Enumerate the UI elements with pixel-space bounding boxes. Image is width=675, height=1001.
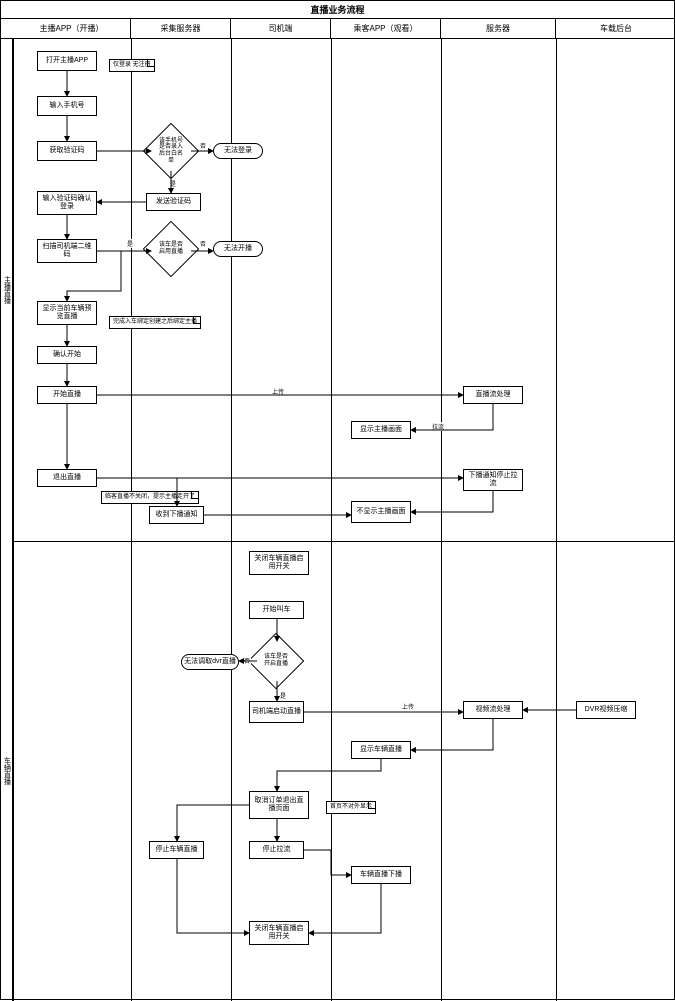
process-n7: 显示当前车辆预览直播 — [37, 301, 97, 325]
process-p3: 无法调取dvr直播 — [181, 654, 239, 670]
decision-label: 该车是否启用直播 — [151, 229, 191, 269]
annotation-note1: 仅登录 无注册 — [109, 59, 155, 72]
lane-divider — [131, 39, 132, 1001]
side-annotation: 二维码绑定车辆编号 — [0, 231, 1, 294]
process-p1: 无法登录 — [213, 143, 263, 159]
decision-d1: 该手机号是否录入后台白名单 — [151, 131, 191, 171]
decision-d3: 该车是否开启直播 — [256, 641, 296, 681]
lane-header-lane1: 采集服务器 — [131, 19, 231, 38]
annotation-note3: 临客直播不关闭，提示主播走开了 — [101, 491, 199, 504]
process-n12: 退出直播 — [37, 469, 97, 487]
decision-label: 该手机号是否录入后台白名单 — [151, 131, 191, 171]
edge-label-el8: 是 — [279, 691, 287, 700]
lane-header-lane3: 乘客APP（观看） — [331, 19, 441, 38]
process-n2: 输入手机号 — [37, 96, 97, 116]
process-n26: 关闭车辆直播启用开关 — [249, 921, 309, 945]
process-n17: 开始叫车 — [249, 601, 304, 619]
process-n3: 获取验证码 — [37, 141, 97, 161]
process-n24: 停止拉流 — [249, 841, 304, 859]
process-n13: 下播通知停止拉流 — [463, 469, 523, 491]
process-n9: 开始直播 — [37, 386, 97, 404]
lane-divider — [231, 39, 232, 1001]
lane-header-lane0: 主播APP（开播） — [13, 19, 131, 38]
process-n11: 显示主播画面 — [351, 421, 411, 439]
annotation-note2: 完成入车绑定创建之后绑定主播 — [109, 316, 201, 329]
lane-divider — [441, 39, 442, 1001]
lane-header-lane2: 司机端 — [231, 19, 331, 38]
process-p2: 无法开播 — [213, 241, 263, 257]
edge-label-el4: 是 — [126, 239, 134, 248]
diagram-title: 直播业务流程 — [1, 1, 674, 19]
annotation-note4: 首页不对外显示 — [326, 801, 376, 814]
process-n16: 关闭车辆直播启用开关 — [249, 551, 309, 575]
lane-divider — [556, 39, 557, 1001]
phase-1-column: 主播直播 — [1, 39, 13, 541]
process-n5: 输入验证码确认登录 — [37, 191, 97, 215]
phase-2-label: 车辆直播 — [2, 757, 12, 785]
process-n6: 扫描司机端二维码 — [37, 239, 97, 263]
process-n4: 发送验证码 — [146, 193, 201, 211]
decision-d2: 该车是否启用直播 — [151, 229, 191, 269]
process-n8: 确认开始 — [37, 346, 97, 364]
edge-label-el9: 上传 — [401, 702, 415, 711]
process-n14: 收到下播通知 — [149, 506, 204, 524]
edge-label-el3: 否 — [199, 239, 207, 248]
edge-label-el1: 否 — [199, 141, 207, 150]
phase-divider — [13, 541, 675, 542]
process-n22: 取消订单退出直播页面 — [249, 791, 309, 819]
process-n23: 停止车辆直播 — [149, 841, 204, 859]
lane-divider — [13, 39, 14, 1001]
process-n15: 不显示主播画面 — [351, 501, 411, 523]
decision-label: 该车是否开启直播 — [256, 641, 296, 681]
edge-label-el5: 上传 — [271, 387, 285, 396]
lane-header-lane5: 车载后台 — [556, 19, 675, 38]
flowchart-canvas: 直播业务流程 主播APP（开播）采集服务器司机端乘客APP（观看）服务器车载后台… — [0, 0, 675, 1000]
process-n1: 打开主播APP — [37, 51, 97, 71]
process-n10: 直播流处理 — [463, 386, 523, 404]
edge-label-el7: 否 — [243, 656, 251, 665]
lane-divider — [331, 39, 332, 1001]
edge-label-el6: 拉流 — [431, 422, 445, 431]
process-n18: 司机端启动直播 — [249, 701, 304, 723]
process-n21: 显示车辆直播 — [351, 741, 411, 759]
process-n20: DVR视频压缩 — [576, 701, 636, 719]
process-n19: 视频流处理 — [463, 701, 523, 719]
phase-2-column: 车辆直播 — [1, 541, 13, 1001]
process-n25: 车辆直播下播 — [351, 866, 411, 884]
swimlane-header-row: 主播APP（开播）采集服务器司机端乘客APP（观看）服务器车载后台 — [1, 19, 674, 39]
phase-1-label: 主播直播 — [2, 276, 12, 304]
lane-header-lane4: 服务器 — [441, 19, 556, 38]
edge-label-el2: 是 — [169, 179, 177, 188]
